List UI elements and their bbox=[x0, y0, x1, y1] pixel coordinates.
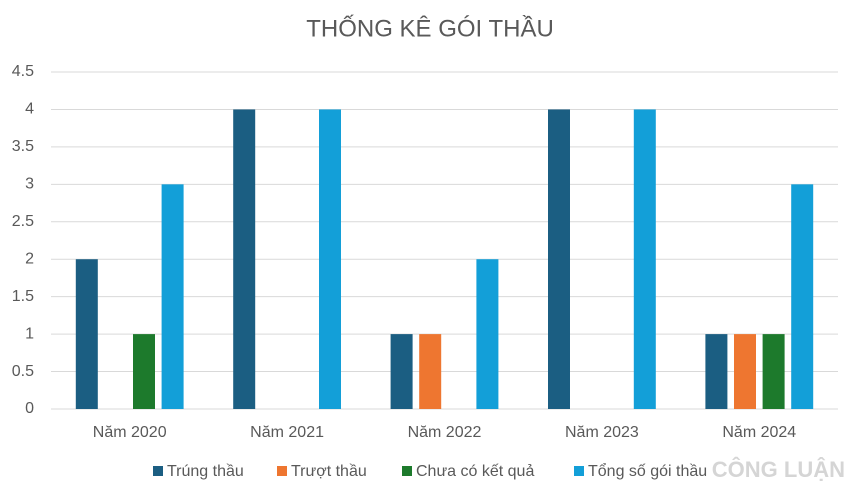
y-tick-label: 1.5 bbox=[12, 288, 34, 305]
x-tick-label: Năm 2023 bbox=[565, 424, 639, 441]
bar bbox=[548, 109, 570, 409]
y-tick-label: 0 bbox=[25, 400, 34, 417]
legend-swatch bbox=[574, 466, 584, 476]
x-tick-label: Năm 2024 bbox=[722, 424, 796, 441]
legend-label: Trúng thầu bbox=[167, 463, 244, 480]
y-tick-label: 4 bbox=[25, 101, 34, 118]
bar bbox=[705, 334, 728, 409]
y-tick-label: 4.5 bbox=[12, 63, 34, 80]
y-tick-label: 3.5 bbox=[12, 138, 34, 155]
bar bbox=[75, 259, 98, 409]
legend-label: Chưa có kết quả bbox=[416, 463, 534, 480]
legend-label: Tổng số gói thầu bbox=[588, 462, 707, 480]
bar bbox=[319, 109, 341, 409]
x-tick-label: Năm 2021 bbox=[250, 424, 324, 441]
bar bbox=[390, 334, 413, 409]
y-tick-label: 2.5 bbox=[12, 213, 34, 230]
bar bbox=[233, 109, 256, 409]
watermark: CÔNG LUẬN bbox=[712, 457, 845, 482]
x-tick-label: Năm 2022 bbox=[408, 424, 482, 441]
bar bbox=[633, 109, 656, 409]
bar bbox=[161, 184, 184, 409]
bar bbox=[762, 334, 785, 409]
chart-title: THỐNG KÊ GÓI THẦU bbox=[306, 14, 554, 42]
bar bbox=[791, 184, 814, 409]
legend-swatch bbox=[153, 466, 163, 476]
y-tick-label: 3 bbox=[25, 176, 34, 193]
bar bbox=[734, 334, 756, 409]
y-tick-label: 2 bbox=[25, 250, 34, 267]
y-tick-label: 1 bbox=[25, 325, 34, 342]
bar bbox=[133, 334, 155, 409]
bar bbox=[419, 334, 442, 409]
legend-swatch bbox=[277, 466, 287, 476]
legend-swatch bbox=[402, 466, 412, 476]
y-tick-label: 0.5 bbox=[12, 363, 34, 380]
bar bbox=[476, 259, 499, 409]
x-tick-label: Năm 2020 bbox=[93, 424, 167, 441]
legend-label: Trượt thầu bbox=[291, 463, 367, 480]
